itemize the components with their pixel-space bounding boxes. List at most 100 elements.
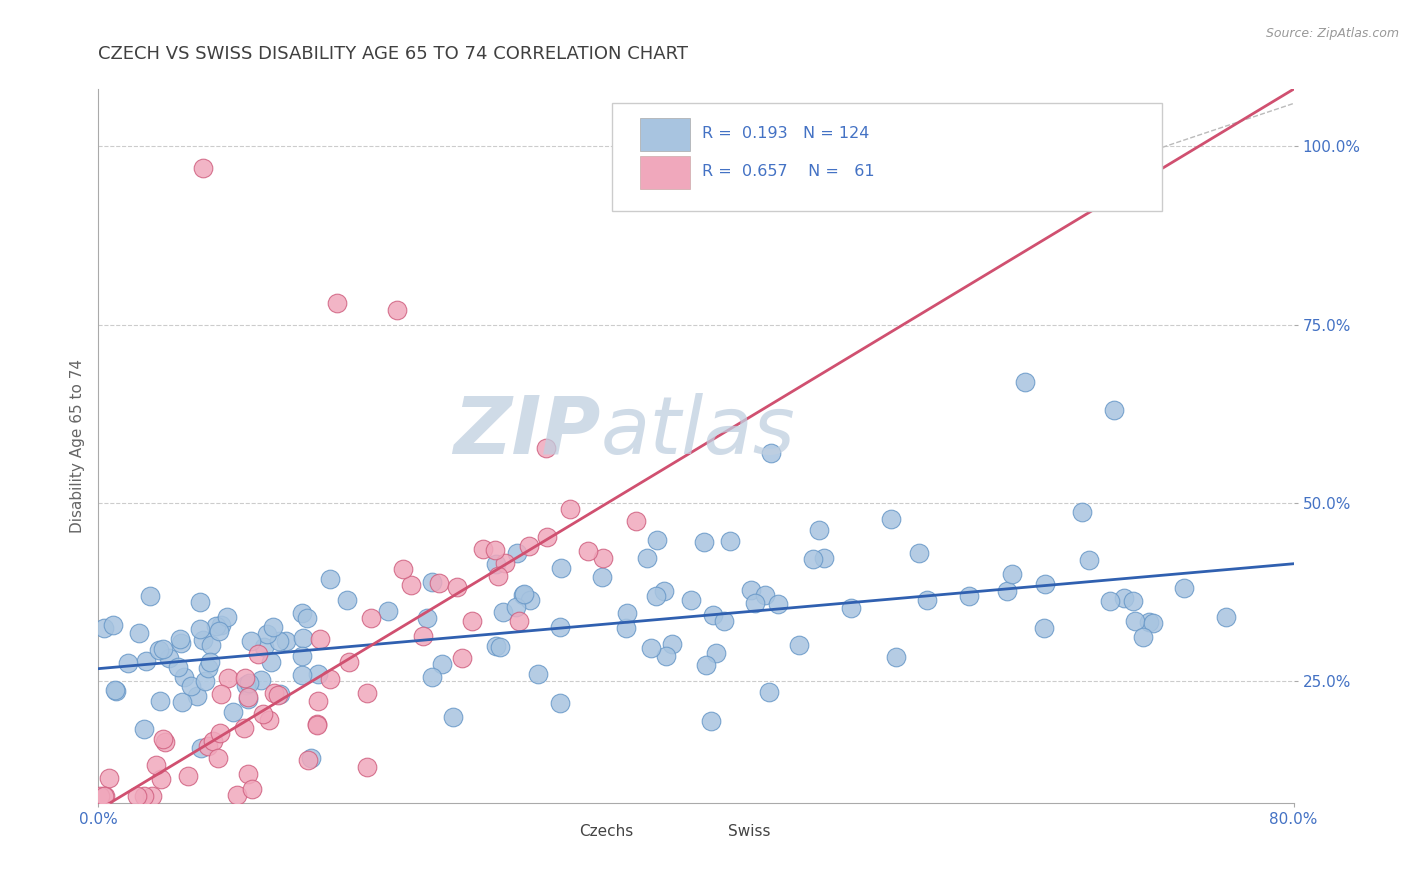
- Point: [1098, 594, 1121, 608]
- Y-axis label: Disability Age 65 to 74: Disability Age 65 to 74: [69, 359, 84, 533]
- Point: [461, 615, 484, 629]
- Point: [193, 633, 215, 648]
- Point: [1078, 553, 1101, 567]
- Point: [173, 670, 195, 684]
- Point: [305, 718, 328, 732]
- Point: [754, 588, 776, 602]
- Point: [652, 584, 675, 599]
- Text: Czechs: Czechs: [579, 824, 633, 838]
- Point: [401, 578, 423, 592]
- Point: [211, 687, 233, 701]
- Point: [326, 296, 349, 310]
- FancyBboxPatch shape: [682, 819, 723, 844]
- Point: [661, 637, 683, 651]
- Point: [1033, 577, 1056, 591]
- Point: [89, 789, 111, 803]
- Point: [307, 694, 329, 708]
- Point: [420, 574, 443, 589]
- Point: [744, 596, 766, 610]
- Point: [655, 648, 678, 663]
- Point: [692, 534, 714, 549]
- Point: [377, 603, 399, 617]
- Point: [134, 789, 156, 803]
- Point: [233, 722, 256, 736]
- Point: [263, 686, 285, 700]
- Point: [766, 597, 789, 611]
- Point: [915, 592, 938, 607]
- Point: [548, 697, 571, 711]
- Point: [246, 647, 269, 661]
- FancyBboxPatch shape: [640, 119, 690, 152]
- Point: [592, 550, 614, 565]
- Point: [117, 657, 139, 671]
- Point: [884, 650, 907, 665]
- Point: [485, 640, 508, 654]
- Point: [356, 760, 378, 774]
- Point: [93, 789, 115, 803]
- Point: [488, 569, 510, 583]
- Point: [1033, 621, 1056, 635]
- Point: [238, 691, 260, 706]
- Point: [1142, 615, 1164, 630]
- Point: [801, 552, 824, 566]
- Point: [267, 688, 290, 702]
- Point: [104, 684, 127, 698]
- Point: [1071, 505, 1094, 519]
- Point: [1122, 594, 1144, 608]
- Point: [200, 638, 222, 652]
- Point: [880, 512, 903, 526]
- Point: [1125, 614, 1147, 628]
- Point: [93, 621, 115, 635]
- Point: [644, 589, 666, 603]
- Point: [718, 534, 741, 549]
- Point: [591, 570, 613, 584]
- Point: [1112, 591, 1135, 606]
- Point: [269, 687, 291, 701]
- Point: [209, 617, 232, 632]
- Point: [758, 684, 780, 698]
- Point: [356, 686, 378, 700]
- Point: [422, 670, 444, 684]
- Point: [155, 735, 177, 749]
- Point: [907, 546, 929, 560]
- Point: [235, 678, 257, 692]
- Point: [170, 635, 193, 649]
- Text: R =  0.193   N = 124: R = 0.193 N = 124: [702, 126, 869, 141]
- Point: [236, 767, 259, 781]
- FancyBboxPatch shape: [640, 156, 690, 189]
- Point: [740, 582, 762, 597]
- Point: [337, 656, 360, 670]
- Point: [238, 675, 260, 690]
- Text: R =  0.657    N =   61: R = 0.657 N = 61: [702, 164, 875, 178]
- Point: [787, 638, 810, 652]
- Text: Swiss: Swiss: [728, 824, 770, 838]
- Point: [614, 621, 637, 635]
- Point: [93, 789, 115, 803]
- Point: [157, 650, 180, 665]
- Point: [548, 620, 571, 634]
- Point: [309, 632, 332, 646]
- Point: [336, 593, 359, 607]
- Point: [534, 441, 557, 455]
- Point: [485, 558, 508, 572]
- Point: [240, 781, 263, 796]
- Point: [197, 739, 219, 754]
- Point: [188, 594, 211, 608]
- Point: [295, 611, 318, 625]
- Point: [513, 587, 536, 601]
- FancyBboxPatch shape: [533, 819, 572, 844]
- Point: [103, 683, 125, 698]
- Point: [813, 551, 835, 566]
- Point: [249, 673, 271, 688]
- Point: [226, 789, 249, 803]
- Point: [318, 572, 340, 586]
- Point: [713, 614, 735, 628]
- Point: [141, 789, 163, 803]
- Point: [134, 722, 156, 736]
- Point: [441, 709, 464, 723]
- Point: [204, 619, 226, 633]
- Point: [253, 640, 276, 654]
- Point: [276, 634, 298, 648]
- Point: [262, 620, 284, 634]
- Point: [145, 757, 167, 772]
